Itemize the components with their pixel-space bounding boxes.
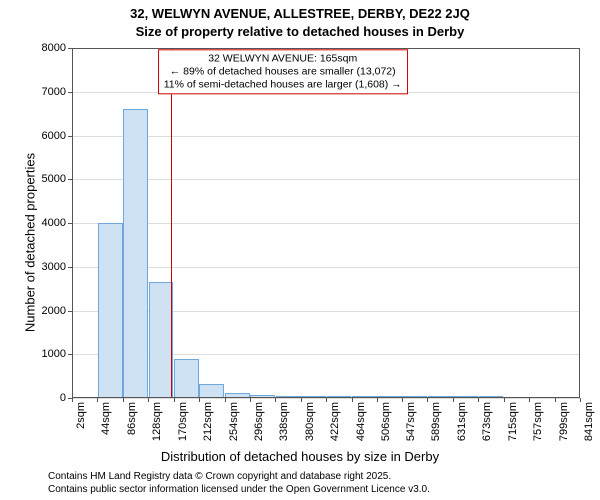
x-tick-label: 464sqm [355,402,367,441]
grid-line [72,223,580,224]
x-tick-label: 170sqm [177,402,189,441]
histogram-bar [428,396,453,398]
x-tick-label: 254sqm [228,402,240,441]
x-tick-mark [123,398,124,402]
histogram-bar [250,395,275,398]
x-tick-label: 673sqm [481,402,493,441]
histogram-bar [377,396,401,398]
y-tick-mark [68,223,72,224]
x-tick-label: 128sqm [151,402,163,441]
y-tick-mark [68,267,72,268]
histogram-bar [98,223,123,398]
x-tick-label: 212sqm [202,402,214,441]
annotation-line-1: 32 WELWYN AVENUE: 165sqm [164,52,402,65]
x-tick-mark [225,398,226,402]
histogram-bar [301,396,326,398]
annotation-line-3: 11% of semi-detached houses are larger (… [164,79,402,92]
annotation-line-2: ← 89% of detached houses are smaller (13… [164,66,402,79]
x-tick-label: 338sqm [278,402,290,441]
x-tick-mark [174,398,175,402]
histogram-bar [402,396,427,398]
x-tick-label: 589sqm [430,402,442,441]
x-tick-mark [72,398,73,402]
y-tick-label: 8000 [42,42,66,54]
x-tick-label: 757sqm [532,402,544,441]
grid-line [72,267,580,268]
y-tick-mark [68,179,72,180]
y-tick-mark [68,136,72,137]
x-tick-mark [529,398,530,402]
histogram-bar [276,396,301,398]
x-tick-label: 506sqm [380,402,392,441]
x-tick-mark [148,398,149,402]
histogram-bar [199,384,224,398]
x-tick-mark [580,398,581,402]
histogram-bar [479,396,504,398]
x-tick-mark [97,398,98,402]
attribution-line-2: Contains public sector information licen… [48,484,430,497]
attribution-line-1: Contains HM Land Registry data © Crown c… [48,471,430,484]
x-tick-label: 841sqm [583,402,595,441]
histogram-bar [453,396,478,398]
x-tick-mark [504,398,505,402]
chart-title-line-1: 32, WELWYN AVENUE, ALLESTREE, DERBY, DE2… [0,6,600,21]
histogram-bar [327,396,352,398]
x-tick-mark [402,398,403,402]
x-tick-label: 715sqm [507,402,519,441]
y-tick-label: 2000 [42,305,66,317]
x-tick-mark [453,398,454,402]
x-tick-mark [555,398,556,402]
y-axis-label: Number of detached properties [23,93,38,393]
x-tick-label: 547sqm [405,402,417,441]
x-tick-label: 380sqm [304,402,316,441]
x-tick-mark [250,398,251,402]
y-tick-label: 3000 [42,261,66,273]
y-tick-label: 7000 [42,86,66,98]
y-tick-label: 6000 [42,130,66,142]
y-tick-mark [68,48,72,49]
x-tick-mark [478,398,479,402]
grid-line [72,179,580,180]
x-tick-mark [377,398,378,402]
chart-title-line-2: Size of property relative to detached ho… [0,24,600,39]
x-tick-mark [275,398,276,402]
x-tick-mark [326,398,327,402]
y-tick-label: 0 [60,392,66,404]
annotation-box: 32 WELWYN AVENUE: 165sqm← 89% of detache… [158,49,408,94]
attribution-text: Contains HM Land Registry data © Crown c… [48,471,430,496]
x-tick-label: 2sqm [75,402,87,429]
y-tick-label: 4000 [42,217,66,229]
x-axis-label: Distribution of detached houses by size … [0,449,600,464]
y-tick-mark [68,92,72,93]
x-tick-label: 296sqm [253,402,265,441]
grid-line [72,136,580,137]
chart-container: 32, WELWYN AVENUE, ALLESTREE, DERBY, DE2… [0,0,600,500]
x-tick-mark [301,398,302,402]
histogram-bar [174,359,199,398]
y-tick-mark [68,354,72,355]
histogram-bar [149,282,174,398]
x-tick-label: 422sqm [329,402,341,441]
y-tick-label: 5000 [42,173,66,185]
x-tick-label: 799sqm [558,402,570,441]
histogram-bar [352,396,377,398]
x-tick-mark [352,398,353,402]
x-tick-mark [427,398,428,402]
y-tick-label: 1000 [42,348,66,360]
histogram-bar [225,393,250,398]
plot-area: 0100020003000400050006000700080002sqm44s… [72,48,580,398]
x-tick-label: 44sqm [100,402,112,435]
y-tick-mark [68,311,72,312]
x-tick-label: 631sqm [456,402,468,441]
marker-line [171,48,172,398]
histogram-bar [123,109,148,398]
x-tick-mark [199,398,200,402]
plot-inner: 0100020003000400050006000700080002sqm44s… [72,48,580,398]
x-tick-label: 86sqm [126,402,138,435]
